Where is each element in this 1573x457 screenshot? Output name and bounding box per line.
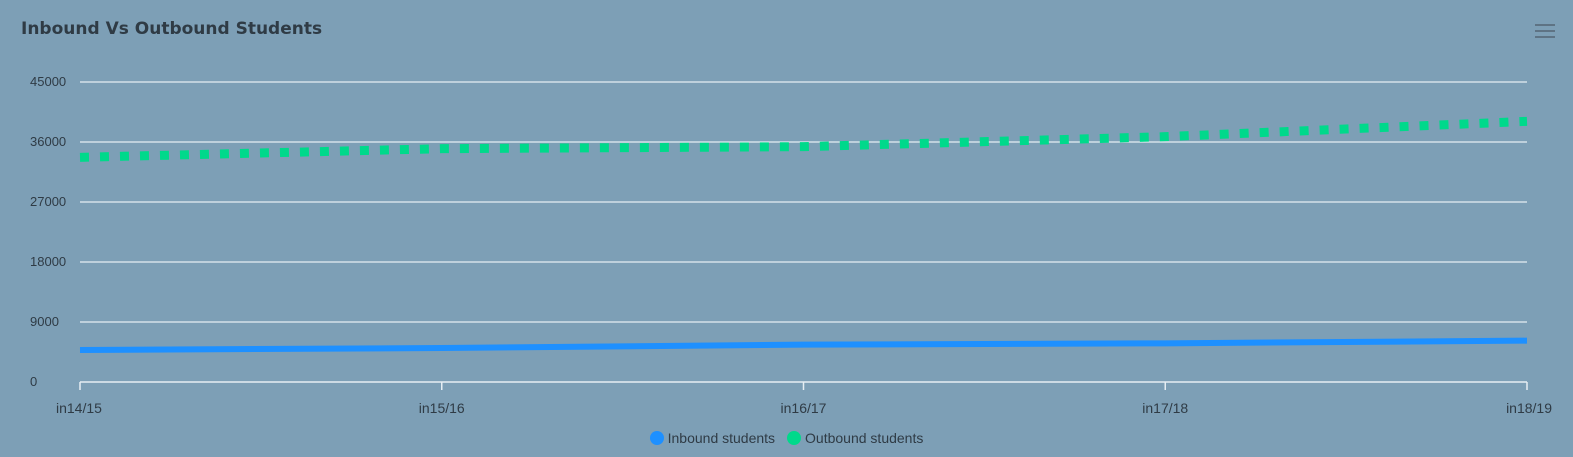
y-tick-label: 45000: [30, 74, 66, 89]
chart-title: Inbound Vs Outbound Students: [21, 19, 323, 39]
x-tick-label: in14/15: [56, 400, 102, 416]
x-axis: in14/15 in15/16 in16/17 in17/18 in18/19: [56, 381, 1552, 416]
y-axis-ticks: 0 9000 18000 27000 36000 45000: [30, 74, 66, 389]
y-tick-label: 18000: [30, 254, 66, 269]
legend-label-inbound: Inbound students: [667, 430, 776, 446]
series-line-inbound: [79, 337, 1528, 353]
x-tick-label: in17/18: [1142, 400, 1188, 416]
y-tick-label: 36000: [30, 134, 66, 149]
y-tick-label: 9000: [30, 314, 59, 329]
series-line-outbound: [79, 116, 1528, 162]
grid-lines: [80, 81, 1527, 323]
legend-item-outbound[interactable]: Outbound students: [787, 430, 923, 446]
y-tick-label: 0: [30, 374, 37, 389]
y-tick-label: 27000: [30, 194, 66, 209]
legend-swatch-outbound: [787, 431, 802, 445]
x-tick-label: in18/19: [1506, 400, 1552, 416]
x-tick-label: in15/16: [419, 400, 465, 416]
x-tick-label: in16/17: [781, 400, 827, 416]
legend-item-inbound[interactable]: Inbound students: [649, 430, 776, 446]
legend-swatch-inbound: [649, 431, 664, 445]
series-lines: [79, 116, 1528, 353]
legend-label-outbound: Outbound students: [805, 430, 924, 446]
legend: Inbound students Outbound students: [0, 430, 1573, 446]
menu-icon[interactable]: [1535, 24, 1555, 38]
